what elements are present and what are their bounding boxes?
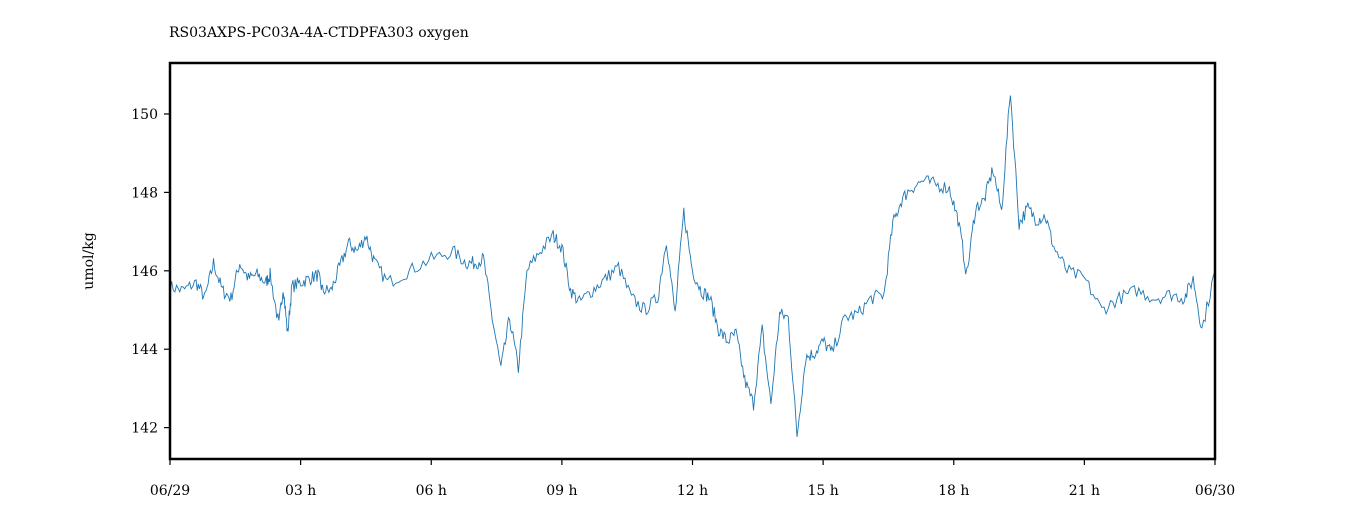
x-tick-label: 15 h [807, 483, 838, 499]
y-tick-label: 142 [131, 421, 158, 437]
x-tick-label: 06/29 [150, 483, 190, 499]
x-tick-label: 09 h [546, 483, 577, 499]
y-tick-label: 144 [131, 342, 158, 358]
x-tick-label: 21 h [1069, 483, 1100, 499]
y-tick-label: 148 [131, 185, 158, 201]
x-axis: 06/29 03 h 06 h 09 h 12 h 15 h 18 h 21 h 06/30 [150, 459, 1235, 499]
y-axis-label: umol/kg [81, 232, 97, 289]
chart-title: RS03AXPS-PC03A-4A-CTDPFA303 oxygen [169, 25, 469, 41]
x-tick-label: 06 h [416, 483, 447, 499]
oxygen-series-line [169, 95, 1216, 438]
plot-frame [168, 61, 1217, 461]
y-tick-label: 150 [131, 107, 158, 123]
x-tick-label: 18 h [938, 483, 969, 499]
x-tick-label: 12 h [677, 483, 708, 499]
x-tick-label: 06/30 [1195, 483, 1235, 499]
y-axis: 142 144 146 148 150 [131, 107, 170, 437]
plot-area [168, 61, 1217, 461]
y-tick-label: 146 [131, 264, 158, 280]
x-tick-label: 03 h [285, 483, 316, 499]
